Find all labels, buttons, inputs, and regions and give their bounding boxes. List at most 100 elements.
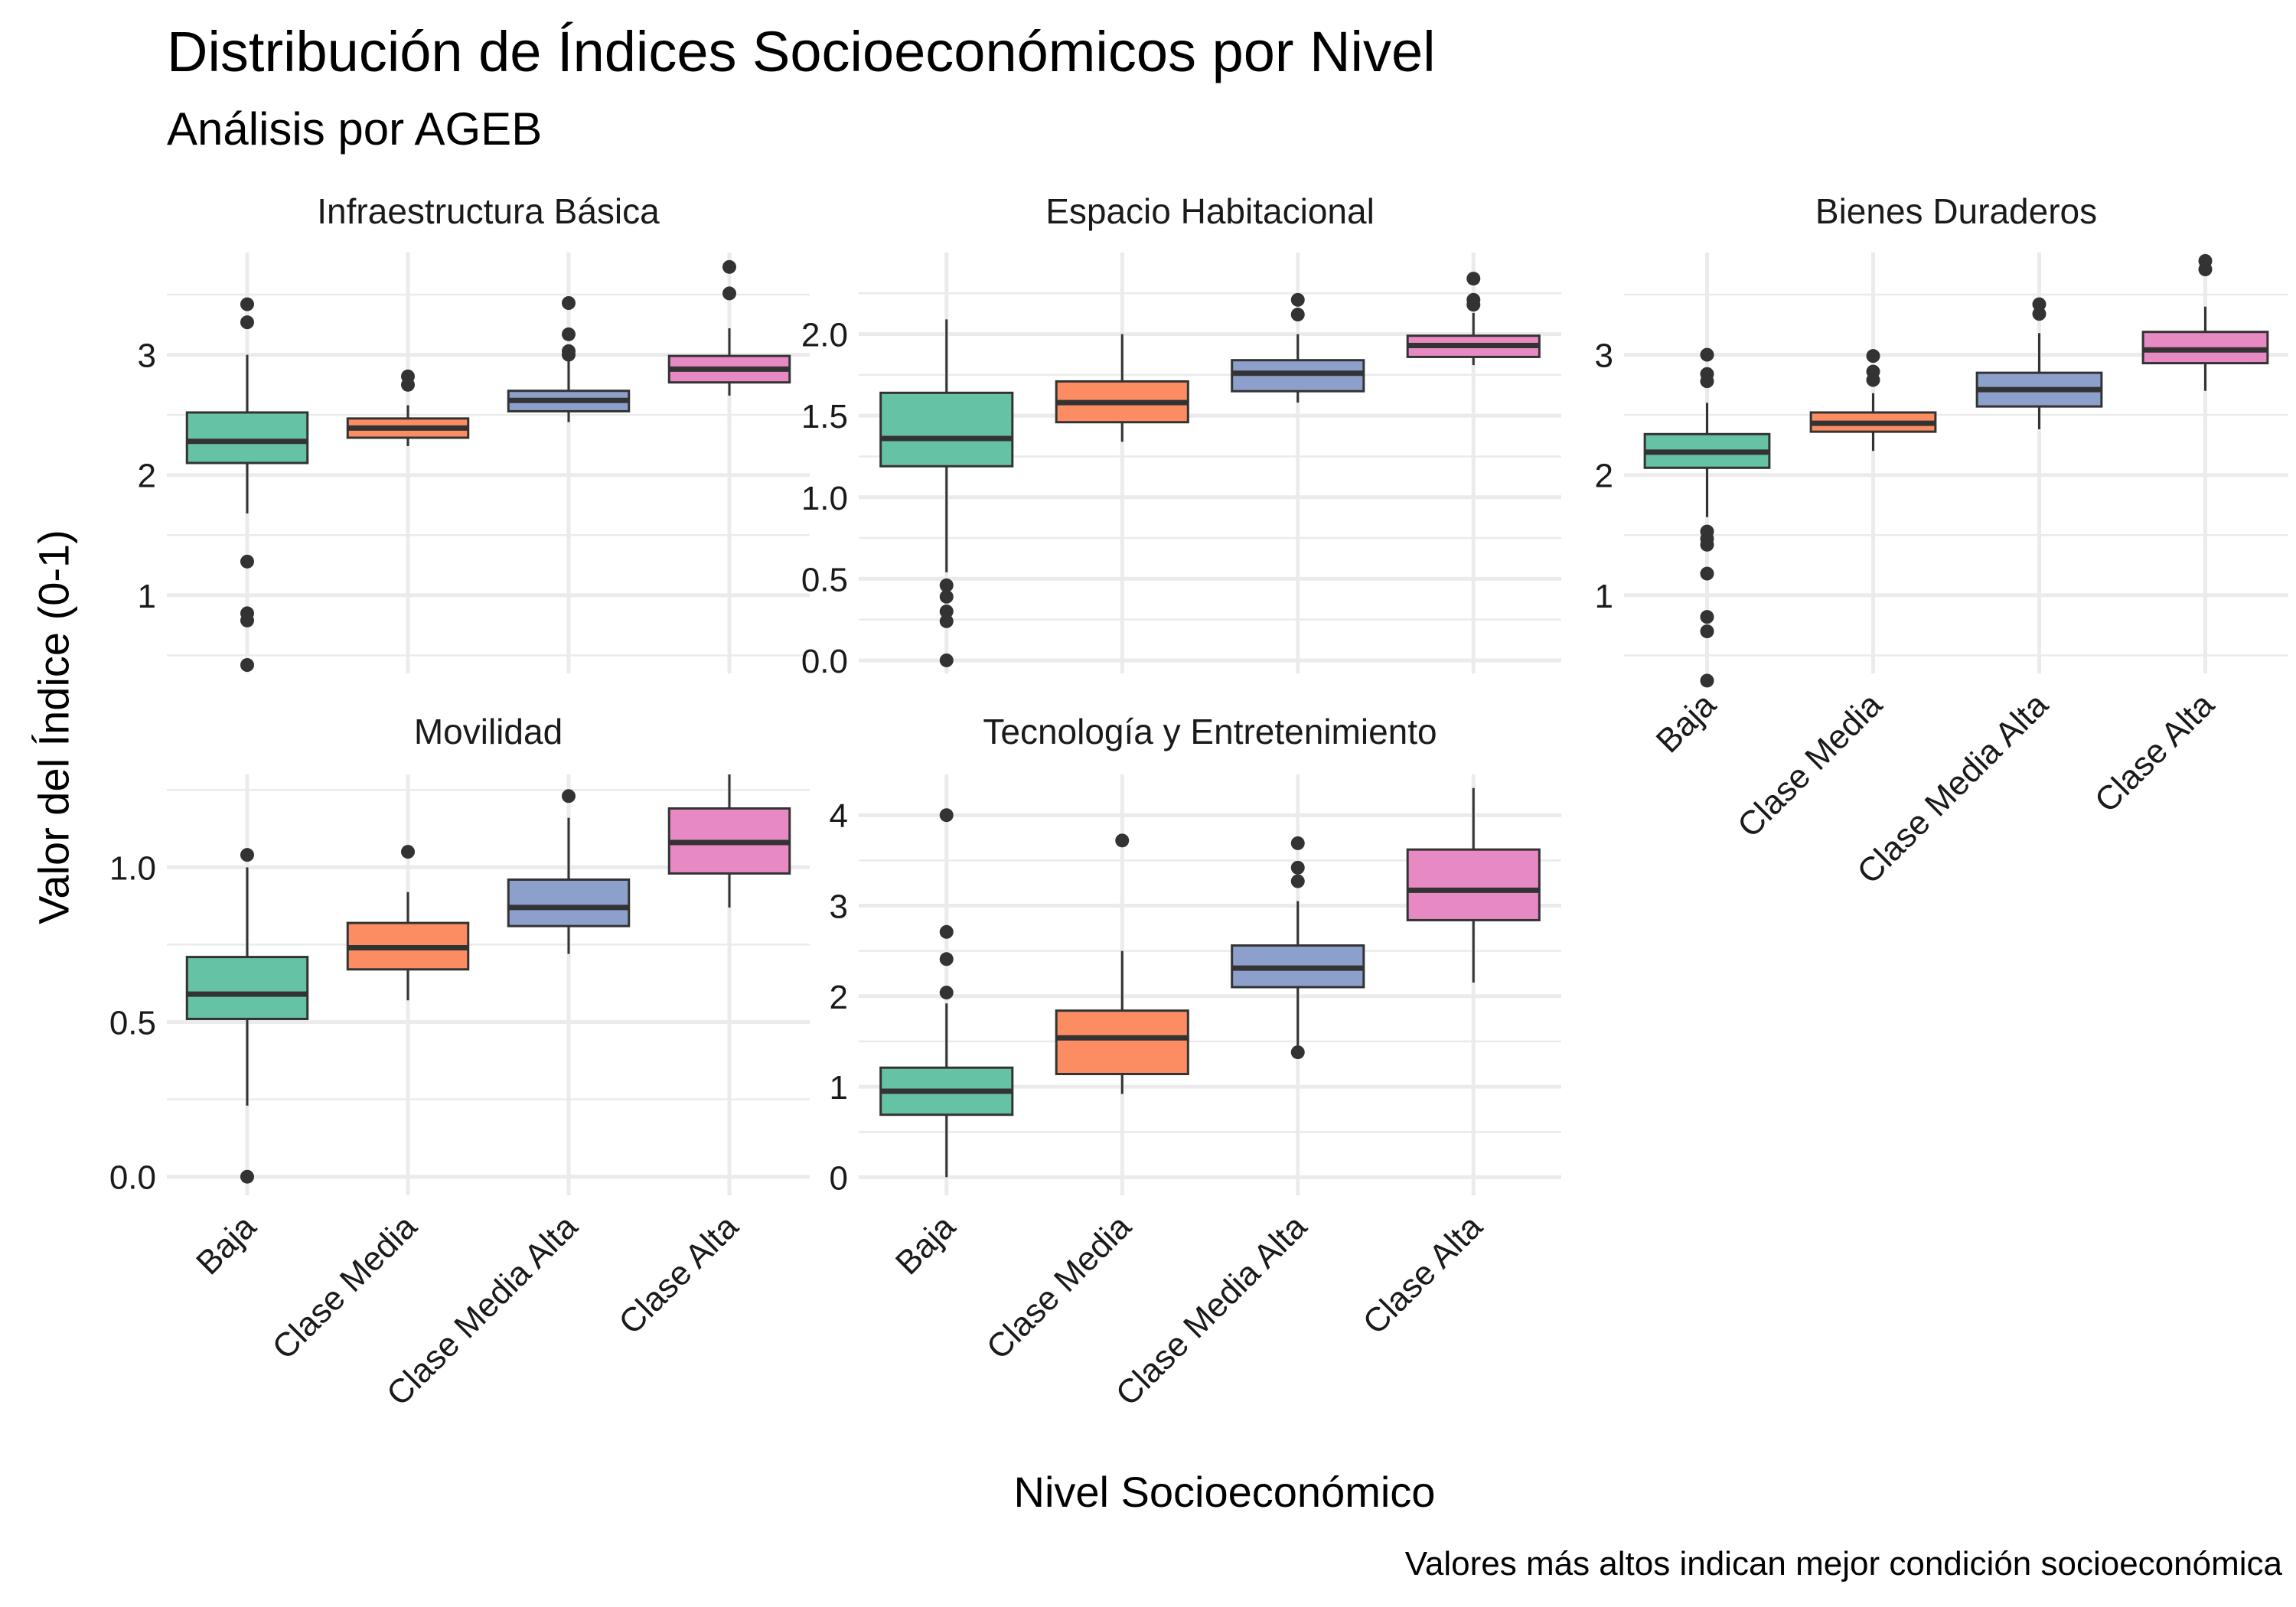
x-tick-label: Clase Media: [1730, 686, 1890, 845]
outlier-point: [1866, 349, 1880, 363]
facet-panel: Espacio Habitacional 0.0 0.5 1.0 1.5 2.0: [801, 191, 1561, 680]
outlier-point: [939, 614, 954, 628]
outlier-point: [562, 327, 576, 341]
boxplot-baja: [185, 848, 309, 1184]
x-axis-label: Nivel Socioeconómico: [1013, 1468, 1436, 1516]
boxplot-clase-media-alta: [1231, 836, 1365, 1060]
box-iqr: [185, 956, 309, 1020]
x-tick-label: Baja: [1649, 686, 1724, 760]
outlier-point: [562, 296, 576, 310]
y-tick-label: 0.5: [109, 1005, 156, 1042]
outlier-point: [1290, 836, 1305, 850]
boxplot-clase-media: [1055, 833, 1189, 1094]
x-tick-label: Clase Alta: [1356, 1208, 1490, 1341]
y-tick-label: 1: [1595, 578, 1613, 615]
y-tick-label: 3: [1595, 337, 1613, 375]
outlier-point: [1700, 347, 1714, 362]
boxplot-clase-media: [1809, 349, 1937, 451]
facet-title: Movilidad: [414, 712, 563, 751]
x-tick-label: Clase Media: [980, 1208, 1139, 1367]
outlier-point: [562, 344, 576, 358]
boxplot-baja: [879, 808, 1014, 1178]
x-tick-label: Baja: [189, 1208, 263, 1282]
y-tick-label: 0.0: [109, 1159, 156, 1197]
boxplot-clase-media: [1055, 334, 1189, 442]
y-tick-label: 0.5: [801, 561, 848, 598]
outlier-point: [240, 554, 254, 569]
facet-panel: Bienes Duraderos 1 2 3 Baja Clase Media Clase …: [1595, 191, 2288, 892]
chart-caption: Valores más altos indican mejor condició…: [1404, 1545, 2282, 1583]
boxplot-baja: [879, 319, 1014, 667]
y-tick-label: 2.0: [801, 317, 848, 354]
box-iqr: [879, 391, 1014, 468]
outlier-point: [1290, 292, 1305, 307]
outlier-point: [722, 259, 736, 274]
boxplot-clase-alta: [2141, 254, 2269, 391]
x-tick-label: Clase Alta: [612, 1208, 745, 1341]
outlier-point: [939, 808, 954, 823]
y-tick-label: 1: [830, 1069, 848, 1107]
outlier-point: [939, 952, 954, 966]
outlier-point: [401, 845, 415, 859]
y-tick-label: 0.0: [801, 643, 848, 680]
outlier-point: [240, 1169, 254, 1184]
outlier-point: [722, 286, 736, 301]
outlier-point: [2032, 297, 2047, 311]
outlier-point: [240, 297, 254, 311]
y-tick-label: 3: [138, 337, 156, 375]
outlier-point: [401, 369, 415, 383]
outlier-point: [240, 848, 254, 862]
facet-panel: Infraestructura Básica 1 2 3: [138, 191, 810, 673]
outlier-point: [1466, 272, 1481, 286]
outlier-point: [1700, 566, 1714, 581]
outlier-point: [939, 653, 954, 667]
y-tick-label: 4: [830, 797, 848, 835]
boxplot-clase-media-alta: [507, 296, 631, 422]
boxplot-clase-alta: [667, 259, 791, 396]
boxplot-baja: [1643, 347, 1771, 688]
box-iqr: [1055, 1009, 1189, 1076]
boxplot-clase-alta: [1406, 787, 1541, 983]
chart-title: Distribución de Índices Socioeconómicos …: [167, 20, 1436, 83]
y-tick-label: 1.0: [801, 480, 848, 517]
outlier-point: [240, 315, 254, 330]
outlier-point: [562, 789, 576, 804]
boxplot-clase-media-alta: [1975, 297, 2103, 429]
outlier-point: [939, 604, 954, 618]
outlier-point: [939, 924, 954, 939]
outlier-point: [939, 986, 954, 1000]
outlier-point: [1700, 624, 1714, 638]
box-iqr: [507, 878, 631, 927]
boxplot-clase-media: [346, 845, 470, 1001]
outlier-point: [939, 589, 954, 604]
boxplot-clase-alta: [1406, 272, 1541, 366]
outlier-point: [1115, 833, 1130, 848]
box-iqr: [1406, 848, 1541, 921]
x-tick-label: Clase Media Alta: [1109, 1208, 1314, 1413]
outlier-point: [1700, 367, 1714, 381]
outlier-point: [240, 606, 254, 621]
outlier-point: [1700, 524, 1714, 539]
boxplot-clase-media-alta: [1231, 292, 1365, 403]
x-tick-label: Clase Alta: [2088, 686, 2222, 820]
y-tick-label: 1: [138, 578, 156, 615]
box-iqr: [185, 411, 309, 464]
outlier-point: [1700, 610, 1714, 624]
outlier-point: [1866, 364, 1880, 379]
x-tick-label: Baja: [889, 1208, 963, 1282]
facet-title: Tecnología y Entretenimiento: [983, 712, 1437, 751]
outlier-point: [240, 658, 254, 672]
boxplot-clase-alta: [667, 774, 791, 908]
facet-title: Infraestructura Básica: [317, 191, 660, 231]
outlier-point: [2032, 307, 2047, 321]
y-tick-label: 2: [1595, 458, 1613, 495]
chart-subtitle: Análisis por AGEB: [167, 103, 543, 155]
outlier-point: [1290, 308, 1305, 322]
x-tick-label: Clase Media: [265, 1208, 424, 1367]
y-tick-label: 1.5: [801, 398, 848, 435]
outlier-point: [2198, 254, 2213, 268]
y-tick-label: 3: [830, 888, 848, 926]
